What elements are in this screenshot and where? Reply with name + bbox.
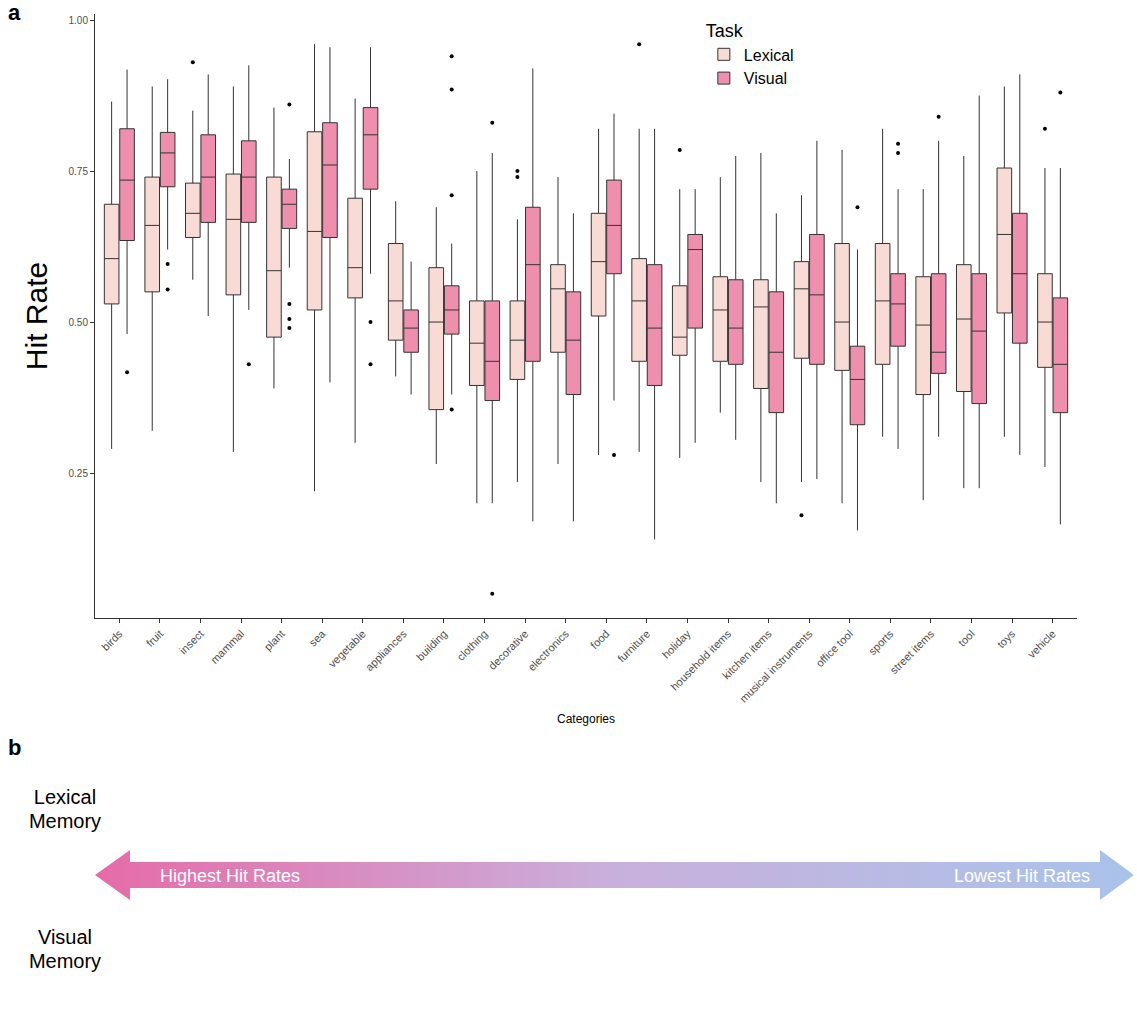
svg-text:toys: toys <box>995 627 1018 650</box>
html-text:b: b <box>8 735 22 760</box>
svg-text:Hit Rate: Hit Rate <box>20 262 53 370</box>
svg-text:vehicle: vehicle <box>1025 628 1058 661</box>
svg-text:0.25: 0.25 <box>69 468 89 479</box>
svg-text:electronics: electronics <box>525 627 571 673</box>
svg-text:Lowest Hit Rates: Lowest Hit Rates <box>954 866 1090 886</box>
svg-text:food: food <box>588 628 612 652</box>
svg-text:Highest Hit Rates: Highest Hit Rates <box>160 866 300 886</box>
html-text:a: a <box>8 0 21 25</box>
svg-text:musical instruments: musical instruments <box>737 627 815 705</box>
html-text:Visual Memory: Visual Memory <box>28 926 102 972</box>
svg-text:sports: sports <box>866 627 896 657</box>
svg-text:0.75: 0.75 <box>69 166 89 177</box>
svg-text:decorative: decorative <box>486 628 530 672</box>
svg-text:street items: street items <box>888 627 937 676</box>
svg-text:building: building <box>414 628 449 663</box>
svg-text:1.00: 1.00 <box>69 15 89 26</box>
svg-text:vegetable: vegetable <box>326 628 368 670</box>
svg-text:appliances: appliances <box>363 627 409 673</box>
svg-text:insect: insect <box>177 628 206 657</box>
svg-text:mammal: mammal <box>208 628 246 666</box>
svg-text:Visual: Visual <box>744 70 787 87</box>
svg-text:fruit: fruit <box>144 628 165 649</box>
svg-text:birds: birds <box>99 627 125 653</box>
svg-text:Categories: Categories <box>557 712 615 726</box>
svg-text:kitchen items: kitchen items <box>720 627 774 681</box>
svg-text:tool: tool <box>956 628 977 649</box>
svg-text:Lexical: Lexical <box>744 47 794 64</box>
svg-text:plant: plant <box>262 628 287 653</box>
svg-text:holiday: holiday <box>660 627 693 660</box>
svg-text:sea: sea <box>307 627 329 649</box>
svg-text:0.50: 0.50 <box>69 317 89 328</box>
svg-text:household items: household items <box>668 627 733 692</box>
svg-text:office tool: office tool <box>813 628 855 670</box>
html-text:Lexical Memory: Lexical Memory <box>28 786 102 832</box>
svg-text:Task: Task <box>706 21 744 41</box>
svg-text:furniture: furniture <box>615 628 652 665</box>
svg-text:clothing: clothing <box>455 628 490 663</box>
